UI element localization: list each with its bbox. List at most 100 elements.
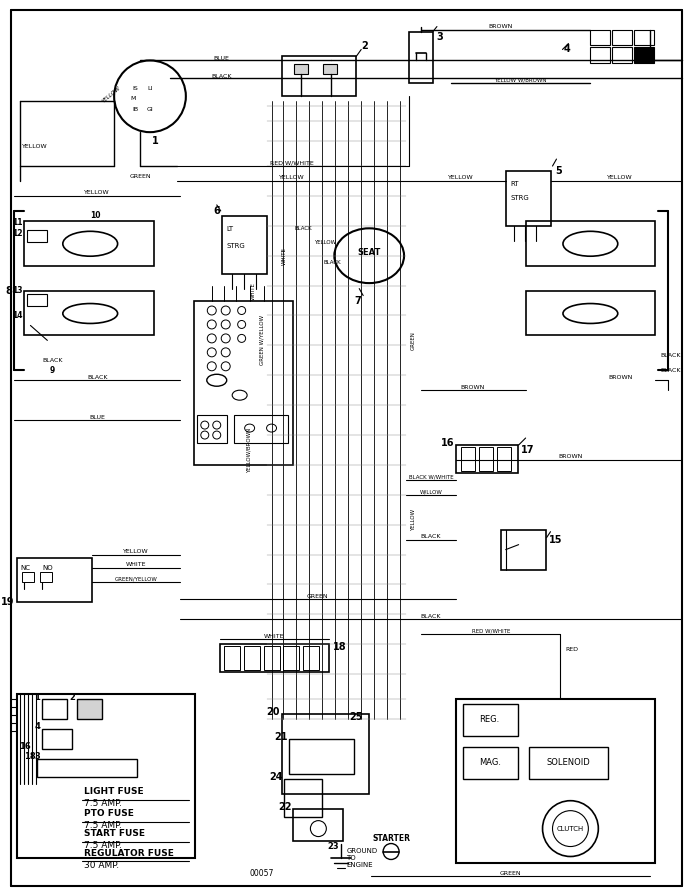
Text: BLACK: BLACK bbox=[660, 367, 680, 373]
Circle shape bbox=[221, 334, 230, 343]
Text: 5: 5 bbox=[555, 166, 562, 176]
Ellipse shape bbox=[63, 231, 117, 256]
Ellipse shape bbox=[245, 424, 255, 432]
Bar bbox=[463, 747, 518, 779]
Circle shape bbox=[207, 348, 216, 357]
Bar bbox=[293, 809, 344, 840]
Ellipse shape bbox=[563, 231, 618, 256]
Ellipse shape bbox=[266, 424, 277, 432]
Circle shape bbox=[221, 348, 230, 357]
Bar bbox=[77, 699, 102, 719]
Bar bbox=[526, 290, 655, 335]
Bar bbox=[17, 694, 195, 858]
Circle shape bbox=[237, 321, 246, 329]
Text: 1: 1 bbox=[152, 136, 158, 146]
Text: 7.5 AMP.: 7.5 AMP. bbox=[84, 821, 122, 830]
Text: BLACK: BLACK bbox=[42, 358, 63, 363]
Bar bbox=[17, 557, 92, 602]
Text: 3: 3 bbox=[34, 753, 41, 762]
Bar bbox=[409, 31, 433, 83]
Bar bbox=[24, 220, 154, 266]
Text: 2: 2 bbox=[361, 41, 368, 51]
Text: 6: 6 bbox=[213, 206, 219, 216]
Text: 18: 18 bbox=[333, 642, 347, 652]
Text: 24: 24 bbox=[269, 771, 282, 782]
Bar bbox=[224, 646, 239, 670]
Text: BROWN: BROWN bbox=[608, 375, 633, 380]
Bar bbox=[284, 646, 299, 670]
Text: 10: 10 bbox=[90, 211, 101, 220]
Text: 18: 18 bbox=[23, 753, 35, 762]
Text: 2: 2 bbox=[70, 693, 75, 702]
Text: IS: IS bbox=[132, 86, 138, 90]
Text: 13: 13 bbox=[12, 286, 23, 295]
Bar bbox=[37, 759, 137, 777]
Text: NC: NC bbox=[21, 564, 30, 571]
Text: CLUTCH: CLUTCH bbox=[557, 825, 584, 831]
Bar bbox=[28, 294, 48, 306]
Text: GREEN/YELLOW: GREEN/YELLOW bbox=[115, 576, 157, 581]
Bar bbox=[612, 30, 632, 46]
Ellipse shape bbox=[563, 304, 618, 323]
Bar bbox=[41, 572, 52, 582]
Text: MAG.: MAG. bbox=[479, 758, 501, 767]
Circle shape bbox=[207, 334, 216, 343]
Text: 7.5 AMP.: 7.5 AMP. bbox=[84, 799, 122, 808]
Text: GI: GI bbox=[147, 107, 154, 112]
Bar bbox=[42, 729, 72, 749]
Text: 15: 15 bbox=[549, 535, 562, 545]
Ellipse shape bbox=[335, 228, 404, 283]
Bar bbox=[479, 447, 493, 471]
Bar bbox=[282, 56, 356, 96]
Text: IB: IB bbox=[132, 107, 138, 112]
Text: YELLOW: YELLOW bbox=[101, 85, 122, 104]
Text: YELLOW: YELLOW bbox=[279, 176, 304, 180]
Text: BLACK: BLACK bbox=[211, 73, 232, 79]
Text: BROWN: BROWN bbox=[558, 454, 582, 460]
Text: BLACK: BLACK bbox=[87, 375, 108, 380]
Circle shape bbox=[553, 811, 589, 847]
Text: STARTER: STARTER bbox=[372, 834, 410, 843]
Bar bbox=[234, 415, 288, 443]
Text: RED: RED bbox=[566, 647, 578, 651]
Text: BLACK: BLACK bbox=[660, 353, 680, 358]
Text: 23: 23 bbox=[328, 842, 339, 851]
Circle shape bbox=[207, 306, 216, 315]
Text: 25: 25 bbox=[349, 712, 363, 722]
Circle shape bbox=[213, 421, 221, 429]
Text: YELLOW: YELLOW bbox=[448, 176, 473, 180]
Text: WHITE: WHITE bbox=[264, 633, 285, 639]
Text: 14: 14 bbox=[12, 311, 23, 320]
Text: 21: 21 bbox=[274, 732, 288, 742]
Text: 4: 4 bbox=[564, 45, 571, 55]
Text: STRG: STRG bbox=[511, 195, 529, 201]
Text: GREEN: GREEN bbox=[500, 871, 522, 876]
Bar bbox=[529, 747, 609, 779]
Text: LI: LI bbox=[147, 86, 152, 90]
Circle shape bbox=[237, 306, 246, 314]
Text: GROUND
TO
ENGINE: GROUND TO ENGINE bbox=[346, 849, 377, 868]
Bar bbox=[194, 300, 293, 465]
Bar bbox=[591, 30, 610, 46]
Text: GREEN: GREEN bbox=[130, 174, 152, 178]
Bar bbox=[304, 646, 319, 670]
Bar bbox=[284, 779, 322, 816]
Circle shape bbox=[201, 421, 209, 429]
Text: RED W/WHITE: RED W/WHITE bbox=[270, 160, 313, 166]
Text: YELLOW: YELLOW bbox=[124, 549, 149, 554]
Bar bbox=[24, 290, 154, 335]
Text: BLACK W/WHITE: BLACK W/WHITE bbox=[408, 474, 453, 479]
Text: BLACK: BLACK bbox=[324, 260, 342, 265]
Text: 00057: 00057 bbox=[250, 869, 274, 878]
Bar bbox=[634, 30, 654, 46]
Bar bbox=[244, 646, 259, 670]
Circle shape bbox=[383, 843, 399, 859]
Circle shape bbox=[207, 320, 216, 329]
Text: 19: 19 bbox=[1, 598, 14, 607]
Text: 7: 7 bbox=[355, 296, 361, 306]
Circle shape bbox=[207, 362, 216, 371]
Bar bbox=[501, 530, 546, 570]
Text: 4: 4 bbox=[34, 722, 41, 731]
Text: 20: 20 bbox=[266, 707, 279, 717]
Bar bbox=[456, 445, 518, 473]
